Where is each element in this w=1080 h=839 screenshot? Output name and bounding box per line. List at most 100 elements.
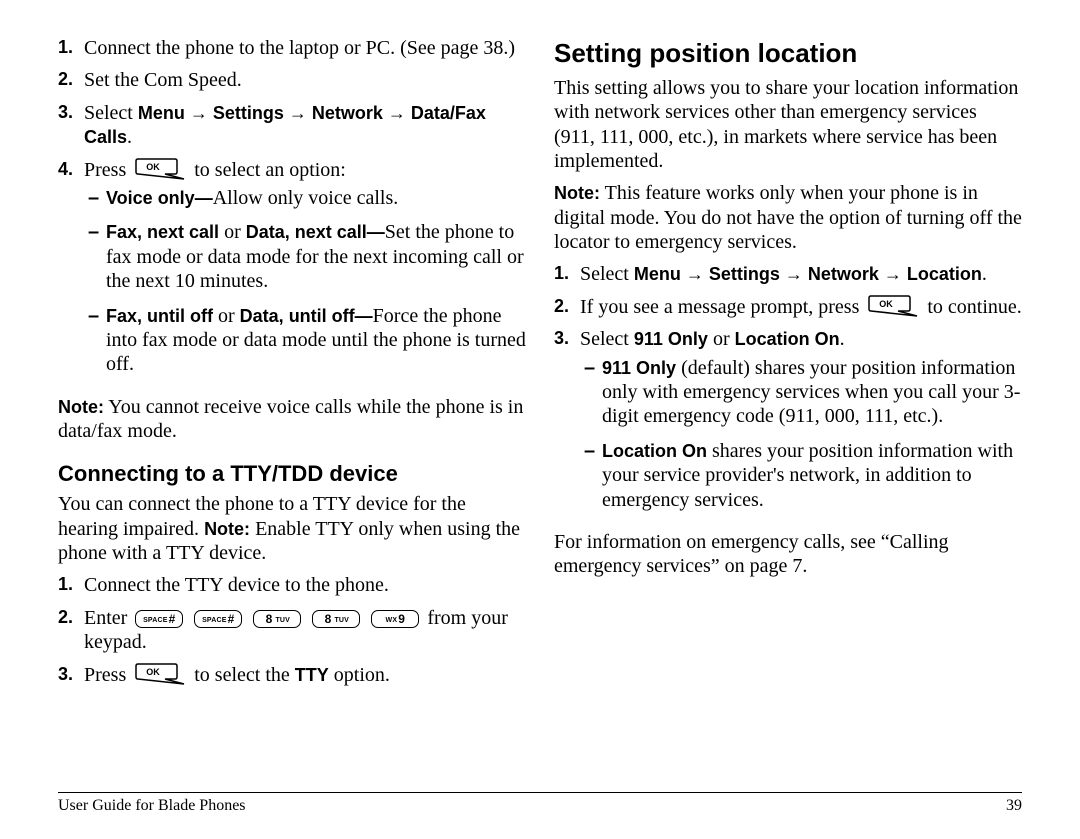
keypad-8-icon: 8 TUV: [253, 610, 301, 628]
datafax-steps: 1. Connect the phone to the laptop or PC…: [58, 36, 526, 387]
step-text: Press OK to select an option: Voice only…: [84, 158, 526, 387]
text: Select: [84, 102, 138, 124]
list-item: Voice only—Allow only voice calls.: [84, 186, 526, 210]
text: If you see a message prompt, press: [580, 296, 864, 318]
text: Select: [580, 263, 634, 285]
page-footer: User Guide for Blade Phones 39: [58, 792, 1022, 815]
page-number: 39: [1006, 797, 1022, 815]
list-item: Fax, until off or Data, until off—Force …: [84, 304, 526, 377]
location-steps: 1. Select Menu → Settings → Network → Lo…: [554, 262, 1022, 522]
option-label: Data, next call—: [246, 222, 385, 242]
text: or: [213, 305, 240, 327]
list-item: Location On shares your position informa…: [580, 439, 1022, 512]
list-item: 4. Press OK to select an option:: [58, 158, 526, 387]
note-text: This feature works only when your phone …: [554, 182, 1022, 253]
option-label: 911 Only: [602, 358, 676, 378]
text: Press: [84, 664, 131, 686]
step-number: 3.: [58, 101, 84, 150]
list-item: Fax, next call or Data, next call—Set th…: [84, 220, 526, 293]
page: 1. Connect the phone to the laptop or PC…: [0, 0, 1080, 839]
svg-text:OK: OK: [146, 667, 160, 677]
text: or: [219, 221, 246, 243]
list-item: 3. Press OK to select the TTY option.: [58, 663, 526, 687]
note-label: Note:: [554, 183, 600, 203]
ok-key-icon: OK: [135, 663, 185, 685]
option-label: Location On: [735, 329, 840, 349]
tty-heading: Connecting to a TTY/TDD device: [58, 461, 526, 488]
option-label: TTY: [295, 665, 329, 685]
step-number: 2.: [554, 295, 580, 319]
text: .: [127, 126, 132, 148]
text: to continue.: [927, 296, 1021, 318]
text: .: [982, 263, 987, 285]
list-item: 3. Select Menu → Settings → Network → Da…: [58, 101, 526, 150]
ok-label: OK: [146, 162, 160, 172]
step-number: 2.: [58, 68, 84, 92]
svg-text:OK: OK: [880, 299, 894, 309]
keypad-8-icon: 8 TUV: [312, 610, 360, 628]
list-item: 2. Set the Com Speed.: [58, 68, 526, 92]
step-text: Enter SPACE# SPACE# 8 TUV 8 TUV WX9 from…: [84, 606, 526, 655]
step-number: 3.: [58, 663, 84, 687]
step-text: Press OK to select the TTY option.: [84, 663, 526, 687]
footer-divider: [58, 792, 1022, 793]
list-item: 2. If you see a message prompt, press OK…: [554, 295, 1022, 319]
step-text: Select Menu → Settings → Network → Locat…: [580, 262, 1022, 286]
columns: 1. Connect the phone to the laptop or PC…: [58, 32, 1022, 695]
tty-steps: 1. Connect the TTY device to the phone. …: [58, 573, 526, 687]
options-list: 911 Only (default) shares your position …: [580, 356, 1022, 512]
note: Note: You cannot receive voice calls whi…: [58, 395, 526, 444]
ok-key-icon: OK: [135, 158, 185, 180]
list-item: 911 Only (default) shares your position …: [580, 356, 1022, 429]
step-text: If you see a message prompt, press OK to…: [580, 295, 1022, 319]
menu-path: Menu → Settings → Network → Location: [634, 264, 982, 284]
step-text: Select Menu → Settings → Network → Data/…: [84, 101, 526, 150]
list-item: 1. Connect the phone to the laptop or PC…: [58, 36, 526, 60]
option-label: Voice only—: [106, 188, 213, 208]
right-column: Setting position location This setting a…: [554, 32, 1022, 695]
text: to select an option:: [194, 159, 346, 181]
location-heading: Setting position location: [554, 38, 1022, 70]
options-list: Voice only—Allow only voice calls. Fax, …: [84, 186, 526, 377]
list-item: 3. Select 911 Only or Location On. 911 O…: [554, 327, 1022, 522]
note-text: You cannot receive voice calls while the…: [58, 396, 523, 442]
keypad-hash-icon: SPACE#: [135, 610, 183, 628]
text: to select the: [194, 664, 295, 686]
option-label: 911 Only: [634, 329, 708, 349]
step-text: Select 911 Only or Location On. 911 Only…: [580, 327, 1022, 522]
option-label: Data, until off—: [240, 306, 373, 326]
text: option.: [329, 664, 390, 686]
keypad-hash-icon: SPACE#: [194, 610, 242, 628]
ok-key-icon: OK: [868, 295, 918, 317]
step-number: 4.: [58, 158, 84, 387]
menu-path: Menu → Settings → Network → Data/Fax Cal…: [84, 103, 486, 147]
option-label: Fax, next call: [106, 222, 219, 242]
tail-text: For information on emergency calls, see …: [554, 530, 1022, 579]
location-intro: This setting allows you to share your lo…: [554, 76, 1022, 174]
option-label: Location On: [602, 441, 707, 461]
step-number: 3.: [554, 327, 580, 522]
note-label: Note:: [58, 397, 104, 417]
step-number: 1.: [554, 262, 580, 286]
list-item: 1. Connect the TTY device to the phone.: [58, 573, 526, 597]
text: Select: [580, 328, 634, 350]
step-number: 1.: [58, 36, 84, 60]
text: Press: [84, 159, 131, 181]
keypad-9-icon: WX9: [371, 610, 419, 628]
page-body: 1. Connect the phone to the laptop or PC…: [0, 0, 1080, 695]
note: Note: This feature works only when your …: [554, 181, 1022, 254]
list-item: 2. Enter SPACE# SPACE# 8 TUV 8 TUV WX9 f…: [58, 606, 526, 655]
step-text: Connect the phone to the laptop or PC. (…: [84, 36, 526, 60]
note-label: Note:: [204, 519, 250, 539]
footer-title: User Guide for Blade Phones: [58, 797, 246, 815]
footer-row: User Guide for Blade Phones 39: [58, 797, 1022, 815]
step-text: Set the Com Speed.: [84, 68, 526, 92]
step-number: 1.: [58, 573, 84, 597]
option-label: Fax, until off: [106, 306, 213, 326]
option-text: Allow only voice calls.: [213, 187, 399, 209]
step-text: Connect the TTY device to the phone.: [84, 573, 526, 597]
list-item: 1. Select Menu → Settings → Network → Lo…: [554, 262, 1022, 286]
text: .: [840, 328, 845, 350]
text: or: [708, 328, 735, 350]
step-number: 2.: [58, 606, 84, 655]
